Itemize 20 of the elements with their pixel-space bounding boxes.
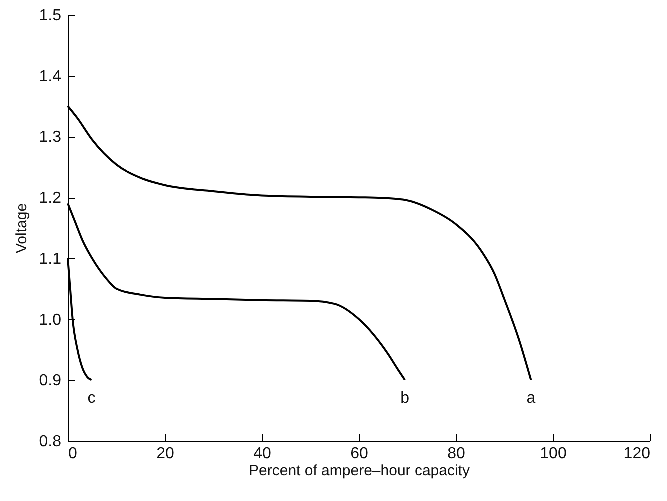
- series-label: b: [400, 390, 410, 408]
- series-label: c: [88, 390, 96, 408]
- x-tick-label: 40: [254, 446, 272, 462]
- x-tick-label: 0: [68, 446, 78, 462]
- x-tick-label: 120: [624, 446, 651, 462]
- y-tick-label: 1.4: [39, 68, 62, 86]
- x-tick-label: 60: [350, 446, 368, 462]
- series-label: a: [526, 390, 536, 408]
- x-tick-label: 20: [156, 446, 174, 462]
- x-tick-label: 100: [540, 446, 567, 462]
- y-tick-label: 0.9: [39, 372, 62, 390]
- x-tick-label: 80: [448, 446, 466, 462]
- y-axis-title: Voltage: [13, 203, 30, 254]
- y-tick-label: 1.2: [39, 190, 62, 208]
- y-tick-label: 1.3: [39, 129, 62, 146]
- y-tick-label: 1.0: [39, 312, 62, 329]
- x-axis-title: Percent of ampere–hour capacity: [249, 462, 470, 480]
- y-tick-label: 0.8: [39, 434, 62, 450]
- y-tick-label: 1.5: [39, 8, 62, 24]
- y-tick-label: 1.1: [39, 250, 62, 268]
